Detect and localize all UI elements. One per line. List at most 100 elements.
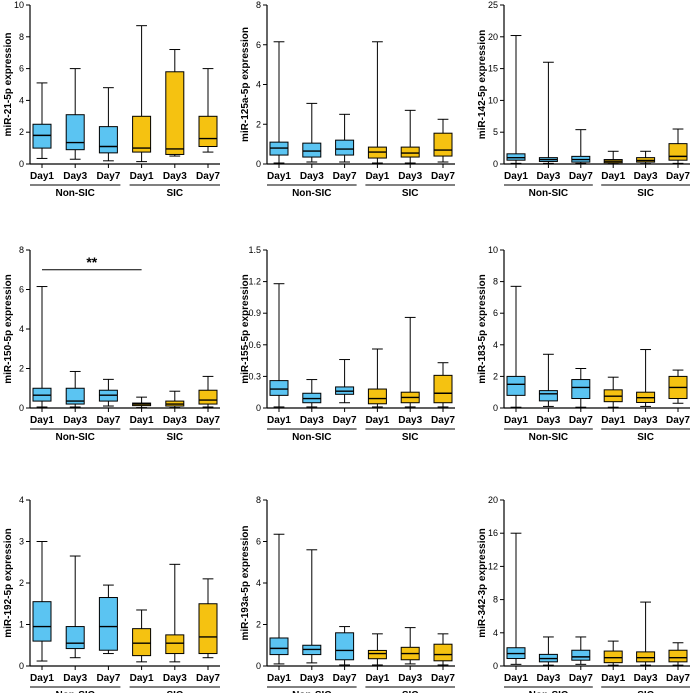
x-category-label: Day3 (634, 415, 658, 426)
box-day7-non-sic (335, 359, 355, 404)
box-day1-sic (603, 640, 623, 666)
box-day7-non-sic (335, 626, 355, 666)
box-day7-non-sic (98, 378, 118, 407)
group-label: Non-SIC (292, 690, 331, 693)
box-body (433, 643, 453, 662)
box-body (65, 114, 85, 151)
box-body (668, 649, 688, 663)
significance-label: ** (86, 254, 97, 270)
box-day3-non-sic (302, 549, 322, 664)
y-tick-label: 4 (256, 80, 261, 90)
box-day3-non-sic (538, 61, 558, 164)
x-category-label: Day3 (536, 171, 560, 182)
group-label: Non-SIC (529, 188, 568, 199)
box-body (132, 115, 152, 153)
group-label: Non-SIC (55, 690, 94, 693)
x-category-label: Day3 (163, 673, 187, 684)
box-body (198, 389, 218, 405)
x-category-label: Day7 (431, 415, 455, 426)
group-label: Non-SIC (55, 188, 94, 199)
x-category-label: Day7 (431, 171, 455, 182)
y-tick-label: 20 (488, 32, 498, 42)
chart-panel-3: 0 5 10 15 20 25 miR-142-5p expression Day1 Day3 D… (477, 0, 690, 199)
x-category-label: Day1 (365, 171, 389, 182)
box-body (269, 637, 289, 656)
y-tick-label: 0.6 (248, 340, 261, 350)
y-tick-label: 0 (493, 159, 498, 169)
box-day3-sic (636, 349, 656, 407)
x-category-label: Day3 (300, 673, 324, 684)
box-day3-sic (165, 49, 185, 157)
x-category-label: Day7 (666, 415, 690, 426)
y-axis-label: miR-192-5p expression (3, 528, 14, 638)
x-category-label: Day1 (267, 171, 291, 182)
box-day3-sic (400, 627, 420, 665)
x-category-label: Day7 (196, 673, 220, 684)
box-day7-non-sic (571, 368, 591, 408)
group-label: SIC (637, 188, 654, 199)
box-day7-sic (433, 633, 453, 666)
box-body (433, 374, 453, 404)
box-body (198, 603, 218, 655)
y-tick-label: 8 (256, 495, 261, 505)
y-tick-label: 4 (19, 324, 24, 334)
box-day1-sic (132, 396, 152, 409)
box-day3-non-sic (538, 636, 558, 666)
x-category-label: Day1 (30, 171, 54, 182)
box-body (571, 379, 591, 400)
box-body (335, 139, 355, 156)
y-tick-label: 8 (19, 245, 24, 255)
y-tick-label: 6 (493, 308, 498, 318)
x-category-label: Day7 (569, 171, 593, 182)
chart-panel-7: 0 1 2 3 4 miR-192-5p expression Day1 Day3 Day7 Da… (3, 495, 220, 693)
x-category-label: Day3 (536, 415, 560, 426)
box-body (571, 649, 591, 661)
x-category-label: Day3 (63, 673, 87, 684)
box-day3-non-sic (302, 102, 322, 163)
box-body (400, 146, 420, 158)
box-body (603, 650, 623, 664)
y-tick-label: 4 (256, 578, 261, 588)
y-axis-label: miR-125a-5p expression (240, 27, 251, 142)
x-category-label: Day3 (300, 415, 324, 426)
box-day3-sic (165, 390, 185, 409)
x-category-label: Day1 (365, 673, 389, 684)
y-tick-label: 15 (488, 64, 498, 74)
box-day1-sic (603, 150, 623, 165)
x-category-label: Day7 (569, 415, 593, 426)
y-tick-label: 2 (493, 371, 498, 381)
box-body (65, 387, 85, 405)
y-tick-label: 0 (256, 403, 261, 413)
box-day3-sic (400, 316, 420, 408)
box-day1-non-sic (269, 533, 289, 665)
y-tick-label: 2 (256, 119, 261, 129)
y-tick-label: 1.2 (248, 277, 261, 287)
x-category-label: Day1 (504, 673, 528, 684)
box-body (302, 142, 322, 158)
x-category-label: Day7 (333, 171, 357, 182)
y-tick-label: 4 (19, 495, 24, 505)
y-tick-label: 0 (493, 403, 498, 413)
chart-panel-9: 0 4 8 12 16 20 miR-342-3p expression Day1 Day3 Da… (477, 495, 690, 693)
y-tick-label: 10 (488, 95, 498, 105)
box-day1-sic (603, 376, 623, 408)
group-label: SIC (166, 432, 183, 443)
y-axis-label: miR-342-3p expression (477, 528, 488, 638)
box-day1-non-sic (32, 541, 52, 662)
y-tick-label: 3 (19, 537, 24, 547)
x-category-label: Day1 (365, 415, 389, 426)
chart-panel-2: 0 2 4 6 8 miR-125a-5p expression Day1 Day3 Day7 D… (240, 0, 455, 199)
y-axis-label: miR-150-5p expression (3, 274, 14, 384)
box-day7-non-sic (571, 129, 591, 164)
y-tick-label: 6 (19, 285, 24, 295)
box-day7-sic (198, 375, 218, 408)
group-label: Non-SIC (292, 188, 331, 199)
x-category-label: Day7 (569, 673, 593, 684)
box-body (668, 143, 688, 161)
group-label: SIC (166, 690, 183, 693)
x-category-label: Day3 (398, 673, 422, 684)
box-body (335, 632, 355, 661)
box-body (165, 634, 185, 655)
box-day3-sic (636, 601, 656, 666)
